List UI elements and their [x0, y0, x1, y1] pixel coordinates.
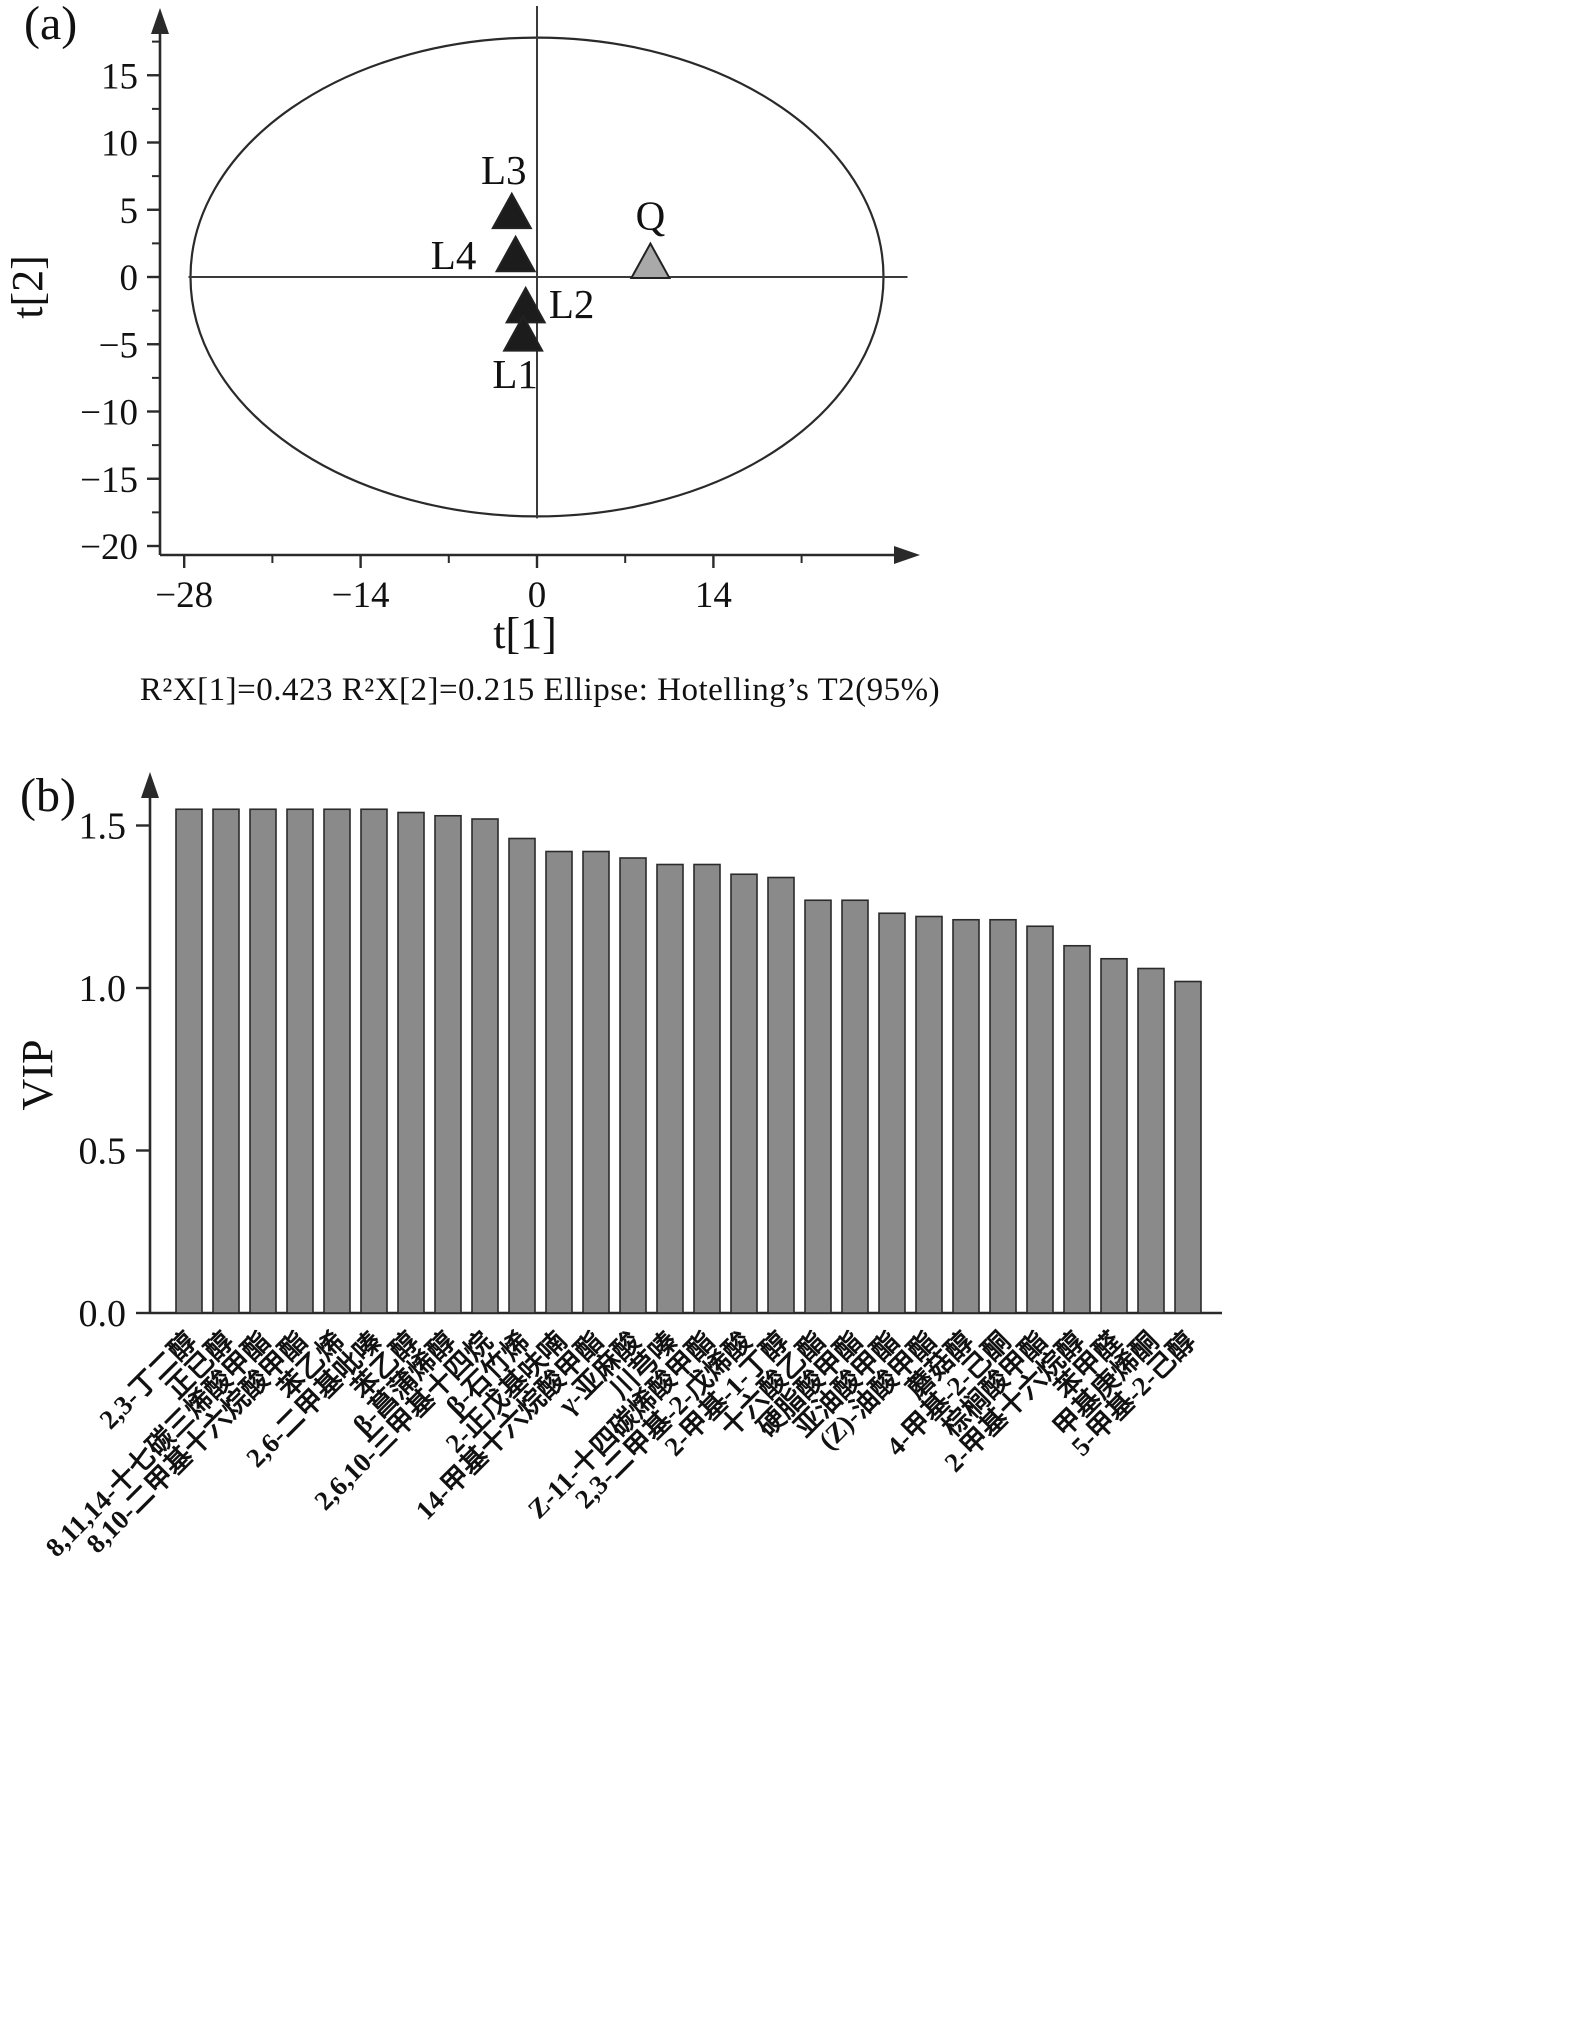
vip-bar	[212, 808, 240, 1314]
y-axis-arrow	[141, 772, 159, 798]
vip-bar	[1100, 957, 1128, 1314]
vip-bar	[360, 808, 388, 1314]
vip-bar	[249, 808, 277, 1314]
y-tick-label: 0.0	[79, 1293, 127, 1335]
vip-bar	[1063, 944, 1091, 1314]
vip-bar	[471, 818, 499, 1314]
vip-bar	[767, 876, 795, 1314]
vip-bar	[730, 873, 758, 1314]
y-tick-label: 0	[120, 258, 139, 299]
sample-marker-L4	[494, 234, 537, 273]
vip-bar	[1137, 967, 1165, 1314]
vip-bar	[804, 899, 832, 1314]
panel-b-vip-chart: (b) 0.0 0.5 1.0 1.5 2,3-丁二醇 正已醇 8,11,14-十七碳三烯酸…	[0, 760, 1575, 2017]
x-tick-label: −28	[155, 575, 213, 616]
y-tick-label: 15	[101, 56, 138, 97]
sample-label-L4: L4	[431, 232, 477, 278]
vip-bar	[582, 850, 610, 1314]
sample-marker-L1	[502, 314, 544, 352]
vip-bar	[878, 912, 906, 1314]
y-axis-title: VIP	[13, 1040, 62, 1111]
y-tick-label: 5	[120, 191, 139, 232]
sample-label-L1: L1	[492, 351, 538, 397]
vip-bar	[545, 850, 573, 1314]
x-axis-arrow	[894, 546, 920, 564]
x-axis-title: t[1]	[493, 609, 557, 658]
vip-bar	[1026, 925, 1054, 1314]
panel-b-tag: (b)	[20, 769, 76, 822]
sample-label-L3: L3	[481, 147, 527, 193]
vip-bar	[397, 811, 425, 1314]
sample-label-L2: L2	[549, 281, 595, 327]
vip-bar	[841, 899, 869, 1314]
vip-bar	[656, 863, 684, 1314]
vip-bar	[952, 918, 980, 1314]
y-tick-label: 1.5	[79, 806, 127, 848]
vip-bar	[989, 918, 1017, 1314]
x-tick-label: 0	[528, 575, 547, 616]
y-axis-arrow	[151, 8, 169, 34]
y-tick-label: 0.5	[79, 1131, 127, 1173]
y-tick-label: −15	[80, 460, 138, 501]
x-tick-label: −14	[332, 575, 390, 616]
vip-bar	[693, 863, 721, 1314]
vip-bar	[286, 808, 314, 1314]
vip-bar	[175, 808, 203, 1314]
y-tick-label: −10	[80, 393, 138, 434]
panel-a-tag: (a)	[24, 0, 78, 50]
y-tick-label: 10	[101, 124, 138, 165]
vip-bar	[323, 808, 351, 1314]
sample-marker-Q	[629, 241, 672, 279]
sample-label-Q: Q	[636, 193, 666, 239]
vip-bar	[619, 857, 647, 1314]
panel-a-score-plot: (a) −20 −15 −10 −5 0 5 10 15 −28 −14 0 14 L3 L4 Q L2 L1 t…	[0, 0, 1575, 760]
vip-bar	[508, 837, 536, 1314]
vip-bar	[434, 814, 462, 1314]
bar-chart-svg: 0.00.51.01.52,3-丁二醇正已醇8,11,14-十七碳三烯酸甲酯8,…	[13, 772, 1222, 1563]
sample-marker-L2	[504, 285, 547, 324]
vip-bar	[915, 915, 943, 1314]
y-axis-title: t[2]	[3, 255, 52, 319]
vip-bar	[1174, 980, 1202, 1314]
y-tick-label: −5	[99, 325, 138, 366]
y-tick-label: 1.0	[79, 968, 127, 1010]
scatter-caption: R²X[1]=0.423 R²X[2]=0.215 Ellipse: Hotel…	[139, 672, 941, 708]
y-tick-label: −20	[80, 527, 138, 568]
sample-marker-L3	[491, 191, 533, 230]
x-tick-label: 14	[695, 575, 732, 616]
